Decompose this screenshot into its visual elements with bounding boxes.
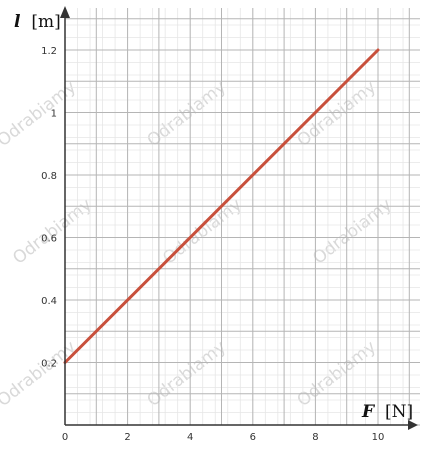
x-axis-variable: F bbox=[361, 402, 376, 422]
y-tick-label: 1.2 bbox=[41, 46, 57, 57]
y-axis-variable: l bbox=[14, 12, 21, 32]
x-tick-labels: 0 2 4 6 8 10 bbox=[62, 432, 385, 443]
x-tick-label: 10 bbox=[372, 432, 385, 443]
y-tick-label: 0.4 bbox=[41, 296, 57, 307]
x-tick-label: 4 bbox=[187, 432, 193, 443]
axes bbox=[60, 6, 418, 430]
watermark-text: Odrabiamy bbox=[0, 77, 80, 151]
y-tick-labels: 0.2 0.4 0.6 0.8 1 1.2 bbox=[41, 46, 57, 370]
x-axis-label: F [N] bbox=[361, 402, 413, 422]
x-tick-label: 2 bbox=[124, 432, 130, 443]
x-tick-label: 6 bbox=[250, 432, 256, 443]
x-tick-label: 0 bbox=[62, 432, 68, 443]
y-tick-label: 0.6 bbox=[41, 234, 57, 245]
x-tick-label: 8 bbox=[312, 432, 318, 443]
y-tick-label: 0.2 bbox=[41, 359, 57, 370]
y-tick-label: 0.8 bbox=[41, 171, 57, 182]
series-line bbox=[63, 48, 380, 364]
series-layer bbox=[63, 48, 380, 364]
y-axis-arrow bbox=[60, 6, 70, 18]
y-tick-label: 1 bbox=[51, 109, 57, 120]
y-axis-label: l [m] bbox=[14, 12, 61, 32]
x-axis-unit: [N] bbox=[385, 402, 413, 422]
watermark-text: Odrabiamy bbox=[143, 77, 229, 151]
x-axis-arrow bbox=[408, 420, 418, 430]
watermark-text: Odrabiamy bbox=[293, 77, 379, 151]
y-axis-unit: [m] bbox=[31, 12, 60, 32]
